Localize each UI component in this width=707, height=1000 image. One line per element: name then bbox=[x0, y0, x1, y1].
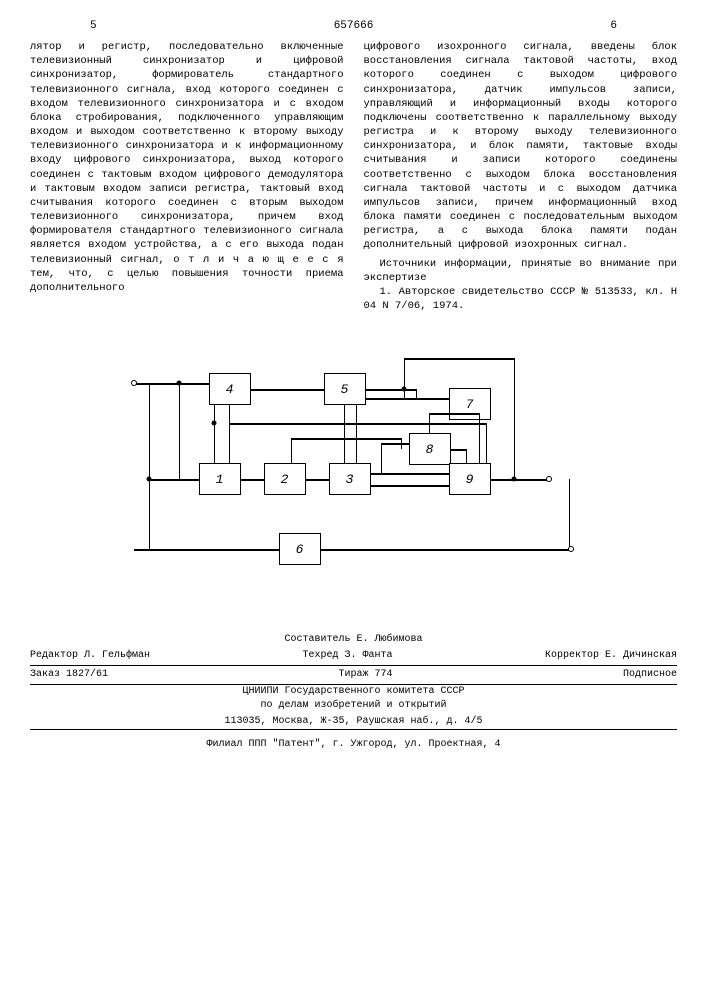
wire bbox=[134, 383, 209, 385]
terminal bbox=[568, 546, 574, 552]
order: Заказ 1827/61 bbox=[30, 668, 108, 682]
block-6: 6 bbox=[279, 533, 321, 565]
wire bbox=[291, 438, 401, 440]
wire bbox=[366, 398, 449, 400]
junction-dot bbox=[176, 381, 181, 386]
wire bbox=[404, 358, 406, 398]
wire bbox=[229, 423, 486, 425]
junction-dot bbox=[211, 421, 216, 426]
wire bbox=[429, 413, 431, 433]
wire bbox=[241, 479, 264, 481]
wire bbox=[149, 479, 199, 481]
right-column: цифрового изохронного сигнала, введены б… bbox=[364, 40, 678, 313]
compiler-line: Составитель Е. Любимова bbox=[30, 633, 677, 647]
footer: Составитель Е. Любимова Редактор Л. Гель… bbox=[30, 633, 677, 752]
order-row: Заказ 1827/61 Тираж 774 Подписное bbox=[30, 666, 677, 685]
terminal bbox=[546, 476, 552, 482]
wire bbox=[321, 549, 571, 551]
editor-row: Редактор Л. Гельфман Техред З. Фанта Кор… bbox=[30, 647, 677, 666]
page-number-left: 5 bbox=[90, 20, 97, 32]
wire bbox=[491, 479, 549, 481]
wire bbox=[229, 405, 231, 463]
junction-dot bbox=[146, 477, 151, 482]
wire bbox=[381, 443, 409, 445]
wire bbox=[401, 438, 403, 449]
circuit-diagram: 123 4 5 6 7 89 bbox=[129, 353, 579, 573]
org-line-2: по делам изобретений и открытий bbox=[30, 699, 677, 713]
wire bbox=[356, 405, 358, 463]
wire bbox=[149, 383, 151, 549]
wire bbox=[306, 479, 329, 481]
wire bbox=[344, 405, 346, 463]
branch-line: Филиал ППП "Патент", г. Ужгород, ул. Про… bbox=[30, 738, 677, 752]
editor: Редактор Л. Гельфман bbox=[30, 649, 150, 663]
tirage: Тираж 774 bbox=[338, 668, 392, 682]
junction-dot bbox=[401, 387, 406, 392]
corrector: Корректор Е. Дичинская bbox=[545, 649, 677, 663]
block-1: 1 bbox=[199, 463, 241, 495]
wire bbox=[371, 473, 449, 475]
right-column-text: цифрового изохронного сигнала, введены б… bbox=[364, 41, 678, 251]
wire bbox=[179, 383, 181, 479]
wire bbox=[486, 423, 488, 463]
wire bbox=[466, 449, 468, 463]
wire bbox=[514, 358, 516, 479]
sources-text: 1. Авторское свидетельство СССР № 513533… bbox=[364, 285, 678, 313]
block-7: 7 bbox=[449, 388, 491, 420]
page-number-right: 6 bbox=[610, 20, 617, 32]
block-9: 9 bbox=[449, 463, 491, 495]
wire bbox=[404, 358, 514, 360]
wire bbox=[479, 413, 481, 463]
wire bbox=[381, 443, 383, 473]
wire bbox=[429, 413, 479, 415]
wire bbox=[134, 549, 279, 551]
junction-dot bbox=[511, 477, 516, 482]
wire bbox=[214, 405, 216, 463]
terminal bbox=[131, 380, 137, 386]
org-line-1: ЦНИИПИ Государственного комитета СССР bbox=[30, 685, 677, 699]
wire bbox=[366, 389, 416, 391]
techred: Техред З. Фанта bbox=[302, 649, 392, 663]
address-line: 113035, Москва, Ж-35, Раушская наб., д. … bbox=[30, 715, 677, 730]
block-4: 4 bbox=[209, 373, 251, 405]
text-columns: лятор и регистр, последовательно включен… bbox=[30, 40, 677, 313]
block-8: 8 bbox=[409, 433, 451, 465]
wire bbox=[569, 479, 571, 549]
block-3: 3 bbox=[329, 463, 371, 495]
wire bbox=[291, 438, 293, 463]
wire bbox=[416, 389, 418, 398]
block-2: 2 bbox=[264, 463, 306, 495]
subscription: Подписное bbox=[623, 668, 677, 682]
document-number: 657666 bbox=[334, 20, 374, 32]
wire bbox=[371, 485, 449, 487]
wire bbox=[251, 389, 324, 391]
block-5: 5 bbox=[324, 373, 366, 405]
wire bbox=[451, 449, 466, 451]
sources-title: Источники информации, принятые во вниман… bbox=[364, 257, 678, 285]
left-column: лятор и регистр, последовательно включен… bbox=[30, 40, 344, 313]
